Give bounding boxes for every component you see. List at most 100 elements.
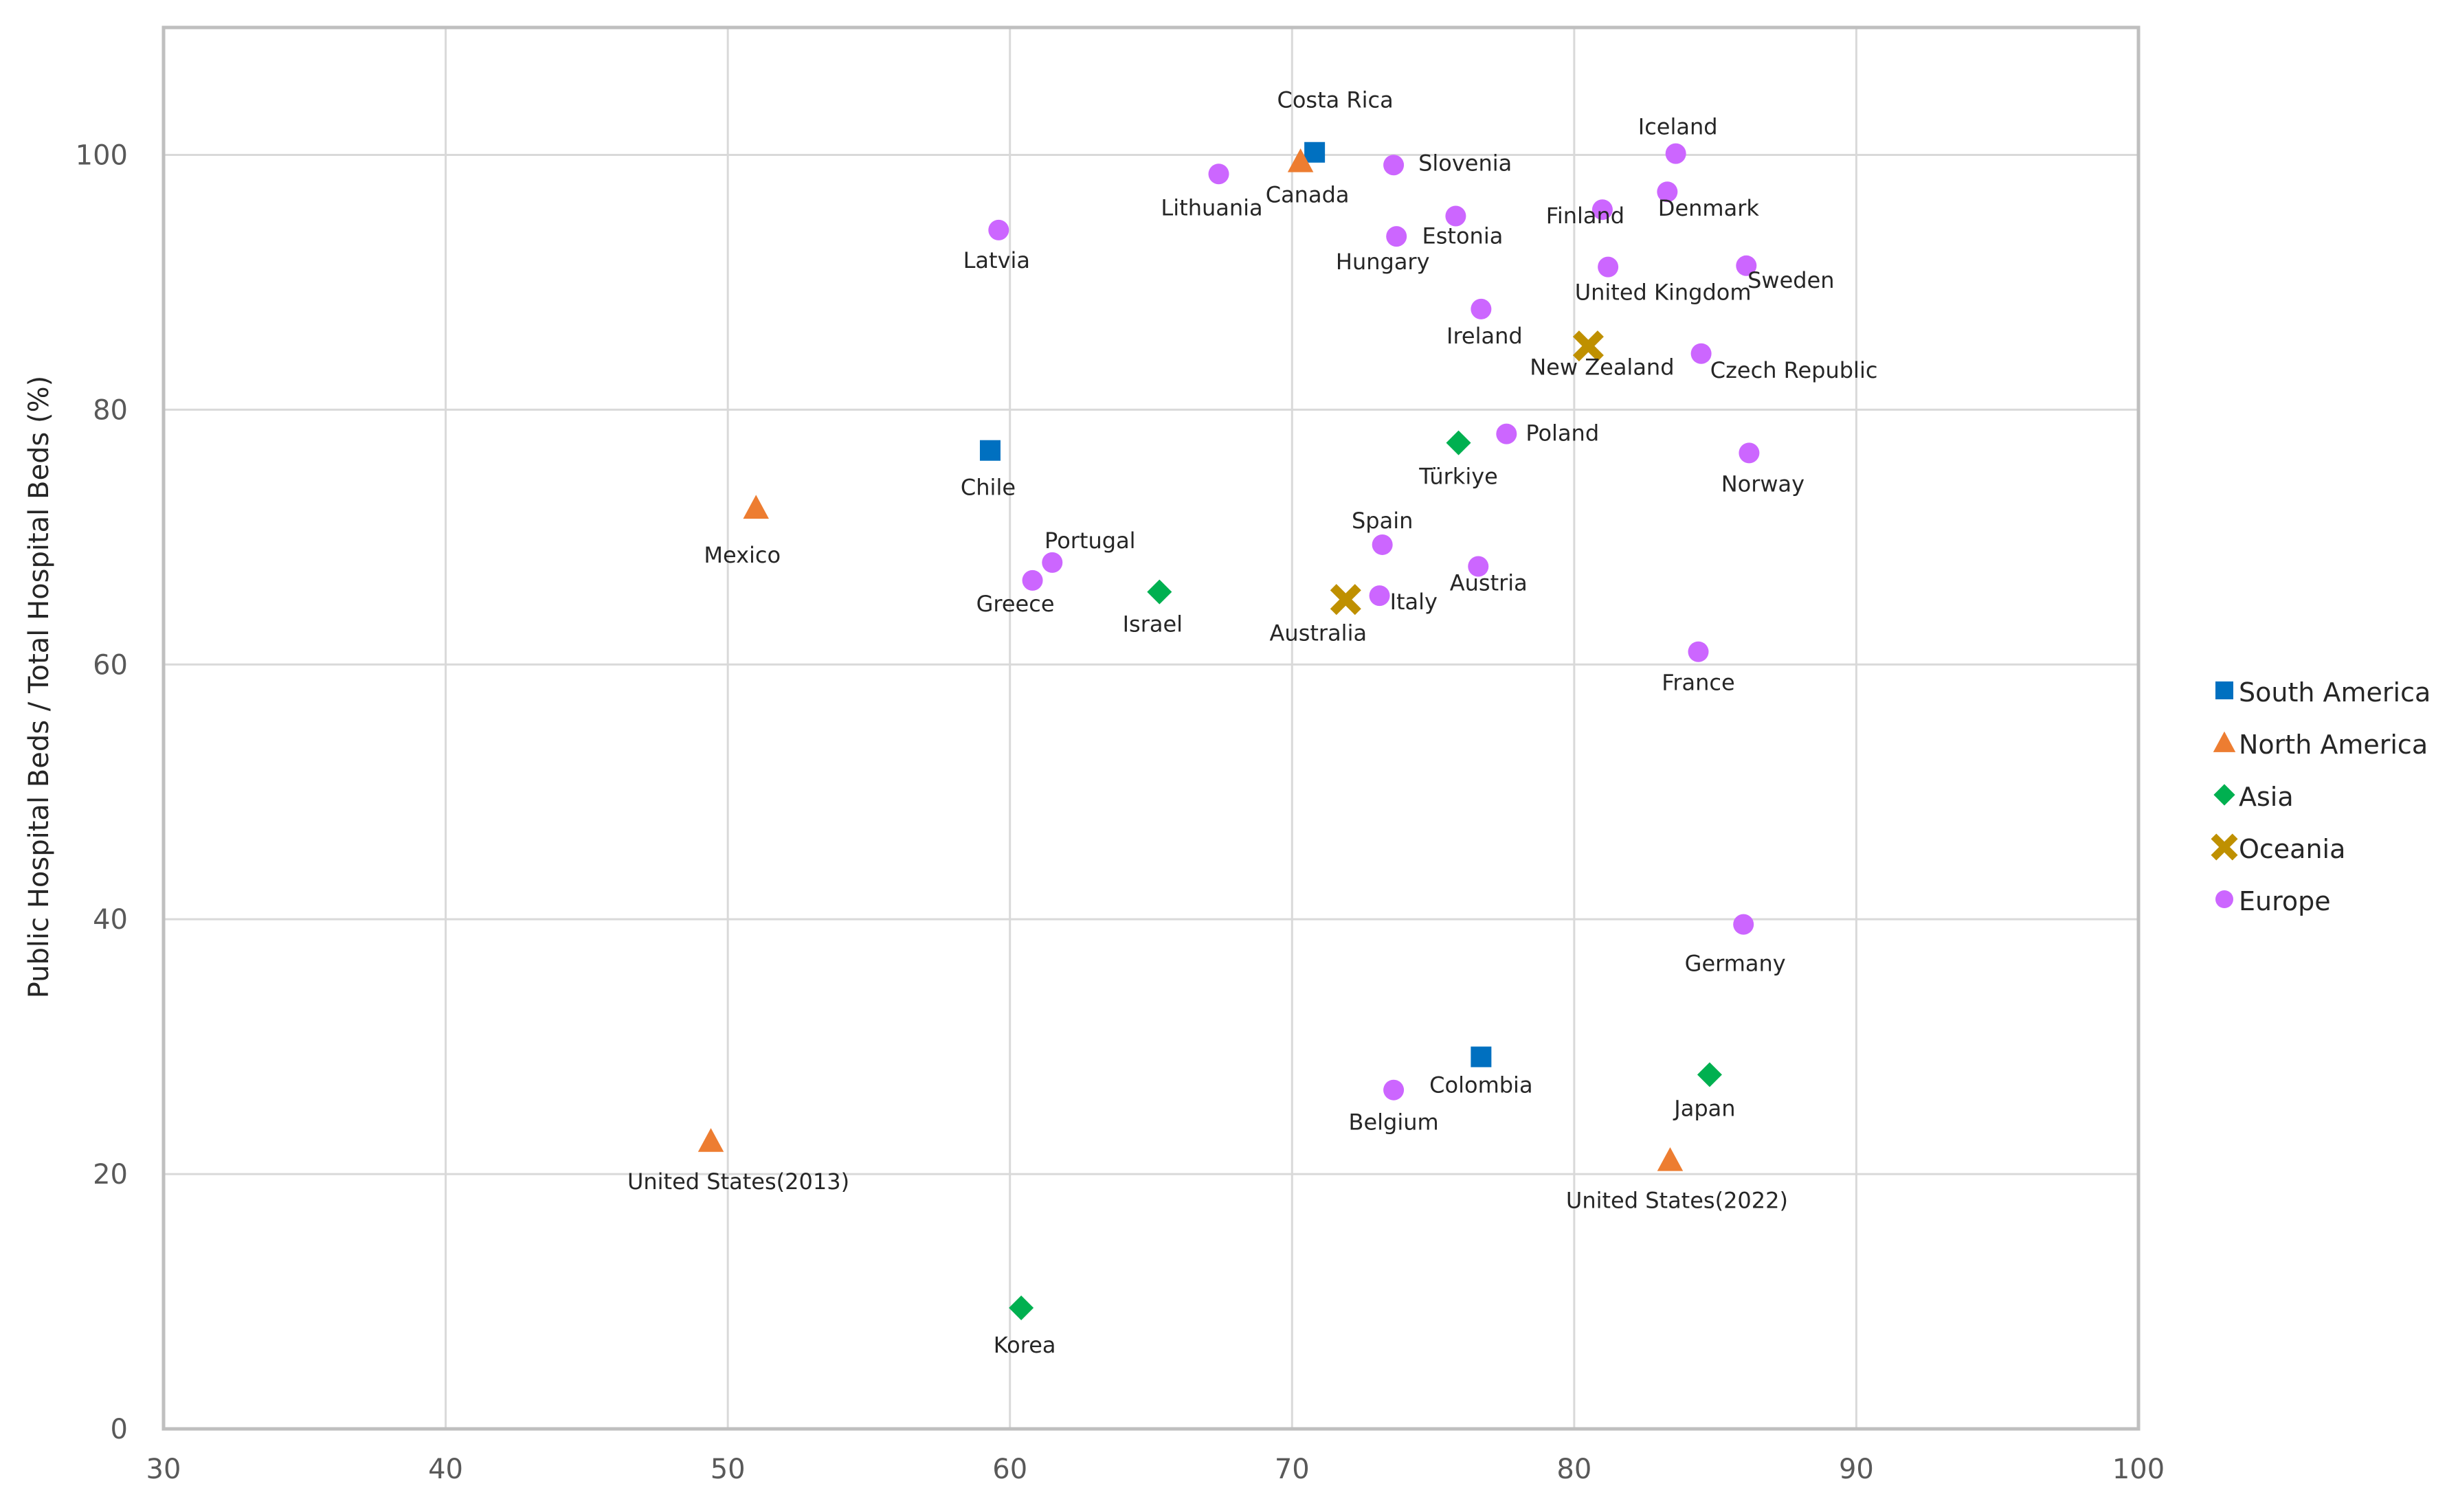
x-tick-label-80: 80	[1556, 1454, 1591, 1485]
legend: South America North America Asia Oceania Eur…	[2211, 677, 2431, 916]
point-label-iceland: Iceland	[1638, 114, 1718, 140]
data-points	[697, 142, 1760, 1320]
legend-label-oceania: Oceania	[2239, 834, 2345, 864]
point-label-lithuania: Lithuania	[1161, 194, 1262, 221]
point-label-ireland: Ireland	[1446, 323, 1523, 349]
point-label-korea: Korea	[994, 1332, 1056, 1358]
point-poland	[1496, 423, 1517, 444]
point-greece	[1022, 569, 1043, 591]
legend-label-europe: Europe	[2239, 886, 2331, 916]
point-label-portugal: Portugal	[1044, 528, 1136, 554]
point-australia	[1330, 584, 1361, 616]
point-label-canada: Canada	[1266, 182, 1350, 208]
point-label-finland: Finland	[1546, 203, 1624, 229]
y-tick-label-40: 40	[93, 904, 128, 936]
x-tick-label-40: 40	[428, 1454, 463, 1485]
point-label-norway: Norway	[1721, 471, 1804, 497]
point-label-poland: Poland	[1526, 420, 1599, 447]
point-label-denmark: Denmark	[1658, 195, 1760, 221]
point-denmark	[1657, 181, 1678, 203]
legend-label-south-america: South America	[2239, 677, 2431, 708]
y-tick-label-60: 60	[93, 649, 128, 681]
point-france	[1688, 641, 1709, 662]
point-czech-republic	[1690, 343, 1712, 364]
point-label-slovenia: Slovenia	[1418, 150, 1512, 176]
point-korea	[1009, 1295, 1034, 1320]
point-portugal	[1042, 552, 1063, 573]
legend-label-north-america: North America	[2239, 730, 2428, 760]
legend-label-asia: Asia	[2239, 782, 2294, 812]
point-label-new-zealand: New Zealand	[1530, 354, 1674, 381]
point-label-spain: Spain	[1352, 508, 1413, 534]
point-latvia	[988, 219, 1009, 240]
point-mexico	[743, 495, 769, 519]
y-axis-title: Public Hospital Beds / Total Hospital Be…	[23, 376, 55, 998]
x-tick-label-50: 50	[711, 1454, 746, 1485]
point-sweden	[1736, 255, 1757, 276]
point-ireland	[1471, 298, 1492, 319]
point-italy	[1369, 585, 1390, 607]
point-canada	[1287, 148, 1314, 172]
point-estonia	[1445, 205, 1466, 227]
legend-marker-oceania	[2211, 833, 2238, 861]
x-tick-label-90: 90	[1839, 1454, 1874, 1485]
axis-ticks: 30 40 50 60 70 80 90 100 0 20 40 60 80 100	[76, 139, 2165, 1485]
point-label-united-states-2013: United States(2013)	[627, 1169, 849, 1195]
legend-marker-europe	[2215, 890, 2233, 908]
point-label-estonia: Estonia	[1422, 223, 1504, 249]
point-austria	[1468, 556, 1489, 577]
point-label-chile: Chile	[961, 475, 1016, 501]
point-belgium	[1383, 1079, 1405, 1101]
point-label-australia: Australia	[1270, 620, 1367, 646]
point-israel	[1147, 579, 1172, 605]
point-lithuania	[1208, 163, 1229, 185]
point-finland	[1591, 199, 1613, 221]
point-costa-rica	[1304, 142, 1326, 163]
point-label-latvia: Latvia	[963, 247, 1030, 273]
point-label-mexico: Mexico	[704, 542, 781, 568]
plot-area-border	[161, 25, 2141, 1431]
point-united-states-2022	[1657, 1147, 1684, 1171]
y-tick-label-0: 0	[111, 1414, 128, 1445]
point-label-czech-republic: Czech Republic	[1710, 357, 1878, 383]
point-new-zealand	[1572, 330, 1604, 362]
point-iceland	[1665, 143, 1686, 164]
point-label-austria: Austria	[1450, 569, 1528, 596]
point-label-united-states-2022: United States(2022)	[1566, 1188, 1788, 1214]
x-tick-label-100: 100	[2112, 1454, 2165, 1485]
point-label-t-rkiye: Türkiye	[1418, 464, 1498, 490]
point-spain	[1372, 534, 1393, 555]
y-tick-label-100: 100	[76, 139, 128, 171]
gridlines	[164, 27, 2138, 1429]
point-united-kingdom	[1598, 256, 1619, 278]
point-label-hungary: Hungary	[1336, 249, 1430, 275]
point-label-colombia: Colombia	[1429, 1072, 1532, 1098]
x-tick-label-70: 70	[1275, 1454, 1310, 1485]
point-label-italy: Italy	[1390, 589, 1438, 615]
point-label-costa-rica: Costa Rica	[1277, 87, 1394, 113]
point-label-belgium: Belgium	[1348, 1109, 1438, 1136]
point-label-france: France	[1662, 670, 1734, 696]
legend-marker-asia	[2213, 784, 2235, 806]
point-slovenia	[1383, 155, 1405, 176]
point-chile	[979, 440, 1001, 461]
legend-marker-south-america	[2215, 681, 2233, 699]
y-tick-label-20: 20	[93, 1159, 128, 1191]
point-t-rkiye	[1446, 430, 1471, 455]
point-label-united-kingdom: United Kingdom	[1575, 280, 1752, 306]
point-label-greece: Greece	[976, 591, 1055, 617]
x-tick-label-30: 30	[146, 1454, 181, 1485]
point-germany	[1733, 914, 1754, 935]
x-tick-label-60: 60	[992, 1454, 1027, 1485]
point-label-israel: Israel	[1123, 611, 1183, 637]
legend-marker-north-america	[2213, 731, 2236, 752]
point-colombia	[1471, 1046, 1492, 1068]
point-japan	[1697, 1062, 1722, 1087]
point-united-states-2013	[697, 1128, 724, 1152]
y-tick-label-80: 80	[93, 394, 128, 426]
point-label-germany: Germany	[1685, 951, 1786, 977]
point-label-sweden: Sweden	[1747, 267, 1834, 293]
point-norway	[1739, 442, 1760, 464]
point-label-japan: Japan	[1673, 1095, 1735, 1121]
point-hungary	[1386, 226, 1407, 247]
